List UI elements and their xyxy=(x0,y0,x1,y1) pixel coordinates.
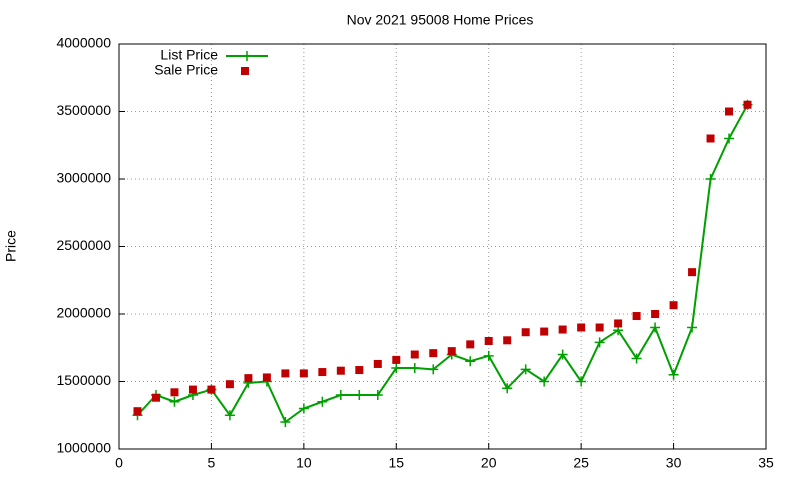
point xyxy=(391,363,402,373)
point xyxy=(465,356,476,367)
point xyxy=(317,396,328,407)
point xyxy=(632,312,641,321)
point xyxy=(558,325,567,334)
legend-label: List Price xyxy=(160,47,218,63)
point xyxy=(447,347,456,356)
x-tick-label: 20 xyxy=(481,455,497,471)
point xyxy=(169,396,180,407)
x-tick-label: 35 xyxy=(758,455,774,471)
x-tick-label: 30 xyxy=(666,455,682,471)
point xyxy=(298,403,309,414)
point xyxy=(280,417,291,427)
point xyxy=(743,100,752,109)
legend-marker xyxy=(242,51,252,61)
x-tick-label: 0 xyxy=(115,455,123,471)
point xyxy=(502,383,513,394)
x-tick-label: 15 xyxy=(388,455,404,471)
point xyxy=(372,390,383,400)
legend-marker xyxy=(241,67,249,75)
point xyxy=(133,407,142,416)
chart-title: Nov 2021 95008 Home Prices xyxy=(347,12,534,28)
point xyxy=(355,366,364,375)
y-tick-label: 3500000 xyxy=(56,102,111,118)
point xyxy=(225,380,234,389)
x-tick-label: 5 xyxy=(208,455,216,471)
point xyxy=(540,327,549,336)
point xyxy=(299,369,308,378)
point xyxy=(466,340,475,349)
point xyxy=(594,337,605,348)
point xyxy=(392,355,401,364)
x-tick-label: 10 xyxy=(296,455,312,471)
point xyxy=(631,353,642,364)
point xyxy=(188,385,197,394)
point xyxy=(170,388,179,397)
legend-label: Sale Price xyxy=(154,62,218,78)
point xyxy=(335,390,346,400)
point xyxy=(318,368,327,377)
point xyxy=(484,337,493,345)
point xyxy=(336,366,345,375)
point xyxy=(595,323,604,332)
point xyxy=(705,174,716,184)
y-tick-label: 1500000 xyxy=(56,372,111,388)
point xyxy=(483,350,494,361)
point xyxy=(706,134,715,143)
y-tick-label: 3000000 xyxy=(56,170,111,186)
y-tick-label: 4000000 xyxy=(56,35,111,51)
point xyxy=(503,336,512,345)
y-tick-label: 1000000 xyxy=(56,440,111,456)
point xyxy=(373,359,382,368)
x-tick-label: 25 xyxy=(573,455,589,471)
point xyxy=(281,369,290,378)
point xyxy=(410,350,419,359)
point xyxy=(668,369,679,380)
point xyxy=(688,268,697,277)
point xyxy=(207,385,216,394)
point xyxy=(520,364,531,375)
point xyxy=(409,363,420,373)
point xyxy=(244,374,253,383)
y-tick-label: 2000000 xyxy=(56,305,111,321)
point xyxy=(151,393,160,402)
point xyxy=(651,310,660,318)
point xyxy=(725,107,734,116)
point xyxy=(724,133,735,144)
point xyxy=(614,319,623,328)
y-tick-label: 2500000 xyxy=(56,237,111,253)
point xyxy=(262,373,271,382)
point xyxy=(539,376,550,387)
point xyxy=(429,349,438,358)
line xyxy=(136,104,749,424)
point xyxy=(354,390,365,400)
point xyxy=(650,322,661,333)
plot-border xyxy=(118,43,767,450)
point xyxy=(557,349,568,360)
y-axis-label: Price xyxy=(3,230,19,262)
point xyxy=(224,410,235,421)
point xyxy=(669,301,678,310)
point xyxy=(576,376,587,387)
point xyxy=(428,364,439,375)
point xyxy=(687,322,698,333)
point xyxy=(577,323,586,332)
point xyxy=(521,328,530,337)
